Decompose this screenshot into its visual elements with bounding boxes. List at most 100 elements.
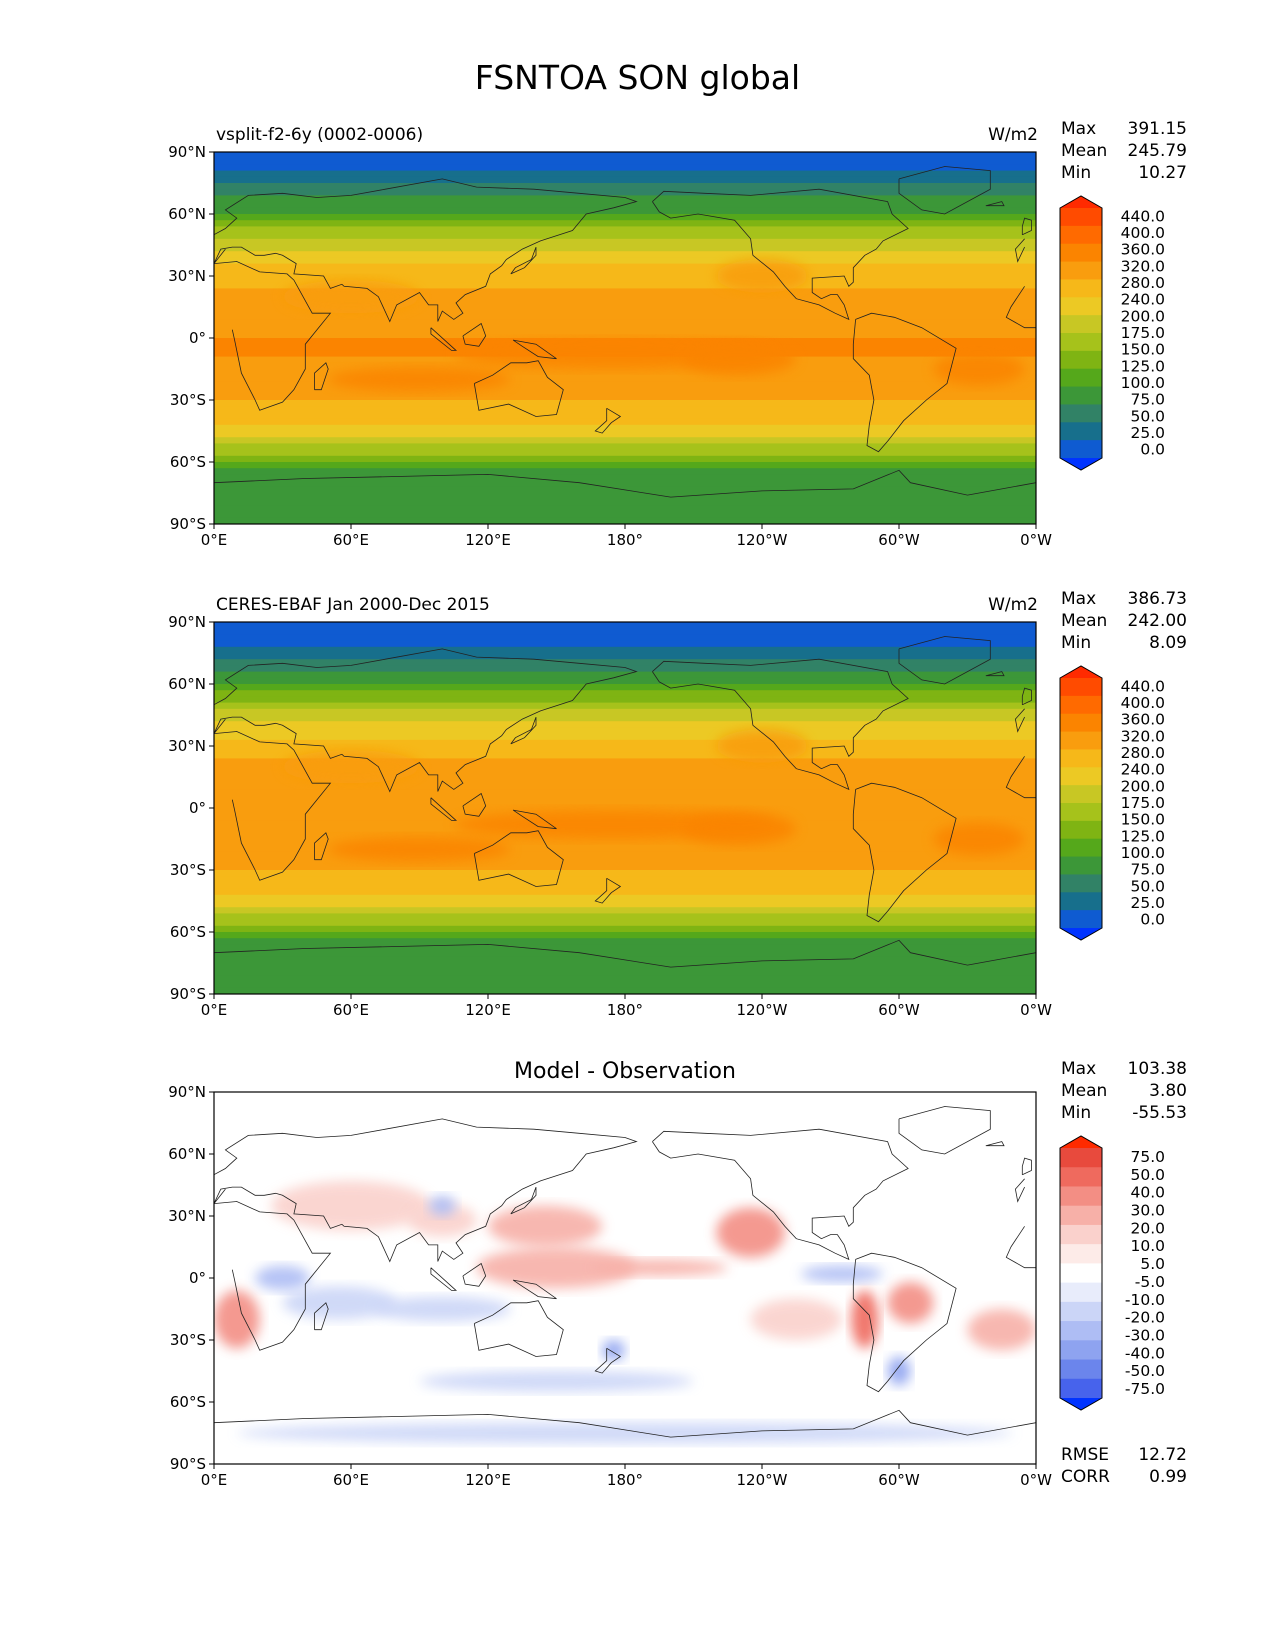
zonal-band xyxy=(214,758,1036,766)
zonal-band xyxy=(214,863,1036,871)
zonal-band xyxy=(214,733,1036,741)
panel-model-stats: Max 391.15 Mean 245.79 Min 10.27 xyxy=(1061,119,1187,183)
zonal-band xyxy=(214,665,1036,673)
coastline xyxy=(898,166,991,215)
colorbar-swatch xyxy=(1060,333,1102,352)
x-tick-label: 0°W xyxy=(1020,531,1052,549)
field-anomaly xyxy=(282,280,420,314)
colorbar-extend-max xyxy=(1060,196,1102,208)
zonal-band xyxy=(214,876,1036,883)
zonal-band xyxy=(214,684,1036,691)
colorbar-extend-max xyxy=(1060,666,1102,678)
zonal-band xyxy=(214,195,1036,203)
zonal-band xyxy=(214,418,1036,426)
panel-model-axes: 0°E 60°E 120°E 180° 120°W 60°W 0°W 90°N 60°N 30°N… xyxy=(168,143,1052,549)
panel-difference-metrics: RMSE 12.72 CORR 0.99 xyxy=(1061,1445,1187,1487)
colorbar-label: 100.0 xyxy=(1121,844,1165,862)
y-tick-label: 30°S xyxy=(170,1331,206,1349)
y-tick-label: 0° xyxy=(189,799,206,817)
zonal-band xyxy=(214,801,1036,809)
coastline xyxy=(473,360,564,417)
zonal-band xyxy=(214,511,1036,519)
zonal-band xyxy=(214,449,1036,457)
panel-model-title: vsplit-f2-6y (0002-0006) xyxy=(216,125,423,145)
field-anomaly xyxy=(328,366,511,392)
field-anomaly xyxy=(682,342,797,376)
colorbar-label: -30.0 xyxy=(1125,1327,1165,1345)
coastline xyxy=(594,1347,622,1374)
coastline xyxy=(985,671,1005,677)
zonal-band xyxy=(214,770,1036,778)
coastline xyxy=(1021,217,1032,236)
zonal-band xyxy=(214,499,1036,506)
coastline xyxy=(852,782,957,923)
field-anomaly xyxy=(716,729,808,763)
difference-anomaly xyxy=(487,1205,603,1248)
zonal-band xyxy=(214,715,1036,722)
colorbar-label: 200.0 xyxy=(1121,307,1165,325)
colorbar-swatch xyxy=(1060,386,1102,405)
zonal-band xyxy=(214,839,1036,846)
coastline xyxy=(510,246,537,275)
zonal-band xyxy=(214,412,1036,420)
colorbar-label: 25.0 xyxy=(1130,424,1165,442)
coastline xyxy=(214,178,1025,323)
coastline xyxy=(985,1141,1005,1147)
colorbar-swatch xyxy=(1060,261,1102,280)
coastline xyxy=(652,658,909,791)
coastline xyxy=(214,939,1036,968)
panel-observation-stats: Max 386.73 Mean 242.00 Min 8.09 xyxy=(1061,589,1187,653)
coastline xyxy=(214,1409,1036,1438)
field-anomaly xyxy=(282,750,420,784)
zonal-band xyxy=(214,282,1036,289)
zonal-band xyxy=(214,845,1036,852)
zonal-band xyxy=(214,653,1036,660)
panel-model: vsplit-f2-6y (0002-0006) W/m2 Max 391.15… xyxy=(168,119,1187,549)
y-tick-label: 30°N xyxy=(168,737,206,755)
colorbar-swatch xyxy=(1060,695,1102,715)
coastline xyxy=(898,1106,991,1155)
colorbar-swatch xyxy=(1060,785,1102,804)
zonal-band xyxy=(214,462,1036,469)
zonal-band xyxy=(214,746,1036,753)
colorbar-swatch xyxy=(1060,422,1102,441)
colorbar-label: 280.0 xyxy=(1121,274,1165,292)
zonal-band xyxy=(214,950,1036,958)
panel-observation-map xyxy=(214,622,1036,994)
colorbar-swatch xyxy=(1060,1167,1102,1187)
colorbar-swatch xyxy=(1060,1186,1102,1207)
coastline xyxy=(852,312,957,453)
coastline xyxy=(314,832,329,861)
zonal-band xyxy=(214,474,1036,482)
zonal-band xyxy=(214,628,1036,635)
coastline xyxy=(473,830,564,887)
colorbar-swatch xyxy=(1060,404,1102,423)
stat-min-label: Min xyxy=(1061,1103,1091,1123)
colorbar-swatch xyxy=(1060,1340,1102,1361)
colorbar-label: 400.0 xyxy=(1121,694,1165,712)
difference-anomaly xyxy=(408,1203,477,1237)
zonal-band xyxy=(214,269,1036,277)
difference-anomaly xyxy=(214,1290,260,1349)
coastline xyxy=(430,1267,458,1291)
colorbar-label: 5.0 xyxy=(1140,1255,1165,1273)
zonal-band xyxy=(214,975,1036,983)
zonal-band xyxy=(214,789,1036,797)
y-tick-label: 30°S xyxy=(170,391,206,409)
zonal-band xyxy=(214,659,1036,666)
difference-anomaly xyxy=(236,1422,1014,1444)
x-tick-label: 60°E xyxy=(333,1471,369,1489)
colorbar-label: 50.0 xyxy=(1130,877,1165,895)
colorbar-swatch xyxy=(1060,713,1102,733)
y-tick-label: 90°N xyxy=(168,1083,206,1101)
colorbar-label: 0.0 xyxy=(1140,911,1165,929)
colorbar-swatch xyxy=(1060,243,1102,263)
zonal-band xyxy=(214,257,1036,265)
colorbar-label: 125.0 xyxy=(1121,357,1165,375)
zonal-band xyxy=(214,406,1036,413)
colorbar-swatch xyxy=(1060,1378,1102,1399)
y-tick-label: 90°S xyxy=(170,515,206,533)
colorbar-label: 10.0 xyxy=(1130,1237,1165,1255)
coastline xyxy=(985,201,1005,207)
colorbar-label: -10.0 xyxy=(1125,1291,1165,1309)
